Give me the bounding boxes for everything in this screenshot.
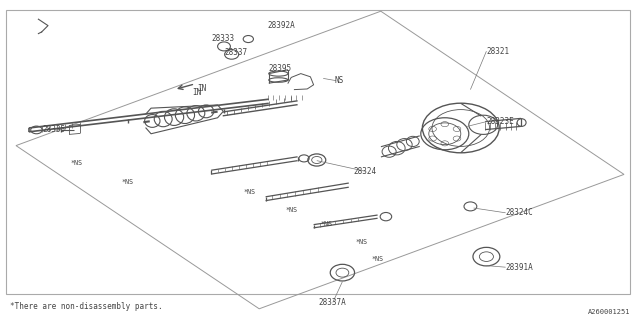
Text: 28337: 28337 xyxy=(224,48,247,57)
Text: *NS: *NS xyxy=(71,160,83,166)
Text: IN: IN xyxy=(197,84,206,93)
Text: 28323E: 28323E xyxy=(486,117,514,126)
Text: NS: NS xyxy=(335,76,344,85)
Text: *There are non-disassembly parts.: *There are non-disassembly parts. xyxy=(10,302,162,311)
Text: 28321: 28321 xyxy=(486,47,509,56)
Text: 28392A: 28392A xyxy=(268,21,296,30)
Text: 28333: 28333 xyxy=(211,34,234,43)
Text: 28337A: 28337A xyxy=(319,298,347,307)
Text: 28324: 28324 xyxy=(353,167,376,176)
Text: A260001251: A260001251 xyxy=(588,309,630,315)
Text: *NS: *NS xyxy=(321,221,332,227)
Text: *NS: *NS xyxy=(372,256,383,262)
Bar xyxy=(6,10,630,294)
Text: 28335: 28335 xyxy=(43,125,66,134)
Text: 28324C: 28324C xyxy=(506,208,533,217)
Text: *NS: *NS xyxy=(244,189,255,195)
Text: *NS: *NS xyxy=(122,180,134,185)
Text: 28391A: 28391A xyxy=(506,263,533,272)
Text: *NS: *NS xyxy=(285,207,297,212)
Text: 28395: 28395 xyxy=(269,64,292,73)
Text: *NS: *NS xyxy=(356,239,367,244)
Text: IN: IN xyxy=(192,88,201,97)
